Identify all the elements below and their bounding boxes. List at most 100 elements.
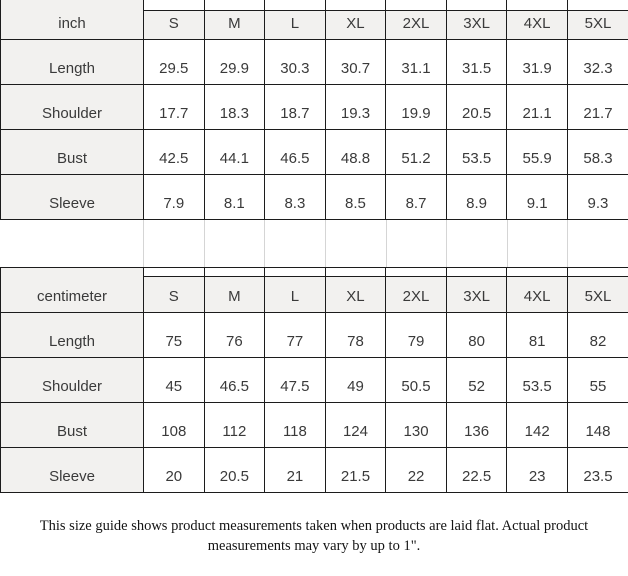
value-cell: 30.7 bbox=[324, 38, 387, 85]
value-cell: 32.3 bbox=[566, 38, 628, 85]
value-cell: 118 bbox=[264, 401, 326, 448]
column-gridline bbox=[446, 219, 447, 267]
table-row: Length 29.5 29.9 30.3 30.7 31.1 31.5 31.… bbox=[0, 38, 628, 85]
value-cell: 19.3 bbox=[324, 83, 387, 130]
row-label-cell: Length bbox=[0, 38, 144, 85]
value-cell: 148 bbox=[566, 401, 628, 448]
value-cell: 75 bbox=[143, 311, 205, 358]
table-gap bbox=[0, 219, 628, 267]
value-cell: 19.9 bbox=[385, 83, 447, 130]
header-strip-cell bbox=[506, 266, 568, 276]
value-cell: 48.8 bbox=[324, 128, 387, 175]
header-strip-cell bbox=[566, 266, 628, 276]
size-header-cell: 3XL bbox=[445, 9, 508, 40]
value-cell: 130 bbox=[385, 401, 447, 448]
value-cell: 20.5 bbox=[203, 446, 266, 493]
table-row: Shoulder 17.7 18.3 18.7 19.3 19.9 20.5 2… bbox=[0, 83, 628, 130]
value-cell: 9.3 bbox=[566, 173, 628, 220]
value-cell: 31.9 bbox=[506, 38, 568, 85]
value-cell: 45 bbox=[143, 356, 205, 403]
value-cell: 23 bbox=[506, 446, 568, 493]
value-cell: 108 bbox=[143, 401, 205, 448]
size-table-inch: inch S M L XL 2XL 3XL 4XL 5XL Length 29.… bbox=[0, 0, 628, 220]
header-strip-cell bbox=[445, 0, 508, 10]
header-strip-cell bbox=[506, 0, 568, 10]
size-header-cell: L bbox=[264, 9, 326, 40]
value-cell: 46.5 bbox=[203, 356, 266, 403]
inch-size-header-row: S M L XL 2XL 3XL 4XL 5XL bbox=[1, 9, 628, 40]
value-cell: 21 bbox=[264, 446, 326, 493]
size-header-cell: M bbox=[203, 9, 266, 40]
value-cell: 23.5 bbox=[566, 446, 628, 493]
column-gridline bbox=[507, 219, 508, 267]
table-row: Bust 42.5 44.1 46.5 48.8 51.2 53.5 55.9 … bbox=[0, 128, 628, 175]
header-strip-cell bbox=[385, 0, 447, 10]
header-strip-cell bbox=[264, 266, 326, 276]
value-cell: 44.1 bbox=[203, 128, 266, 175]
column-gridline bbox=[325, 219, 326, 267]
value-cell: 22.5 bbox=[445, 446, 508, 493]
value-cell: 18.7 bbox=[264, 83, 326, 130]
table-row: Length 75 76 77 78 79 80 81 82 bbox=[0, 311, 628, 358]
value-cell: 31.5 bbox=[445, 38, 508, 85]
header-strip-cell bbox=[324, 266, 387, 276]
size-header-cell: S bbox=[143, 275, 205, 313]
value-cell: 21.5 bbox=[324, 446, 387, 493]
size-header-cell: XL bbox=[324, 275, 387, 313]
value-cell: 17.7 bbox=[143, 83, 205, 130]
column-gridline bbox=[143, 219, 144, 267]
value-cell: 42.5 bbox=[143, 128, 205, 175]
value-cell: 50.5 bbox=[385, 356, 447, 403]
row-label-cell: Sleeve bbox=[0, 446, 144, 493]
table-row: Bust 108 112 118 124 130 136 142 148 bbox=[0, 401, 628, 448]
value-cell: 8.7 bbox=[385, 173, 447, 220]
size-header-cell: S bbox=[143, 9, 205, 40]
header-strip-cell bbox=[566, 0, 628, 10]
header-strip-cell bbox=[143, 0, 205, 10]
value-cell: 78 bbox=[324, 311, 387, 358]
value-cell: 49 bbox=[324, 356, 387, 403]
row-label-cell: Sleeve bbox=[0, 173, 144, 220]
size-header-cell: 4XL bbox=[506, 275, 568, 313]
size-header-cell: 5XL bbox=[566, 9, 628, 40]
inch-header-strip-row: inch bbox=[0, 0, 628, 40]
table-row: Shoulder 45 46.5 47.5 49 50.5 52 53.5 55 bbox=[0, 356, 628, 403]
value-cell: 21.1 bbox=[506, 83, 568, 130]
value-cell: 8.9 bbox=[445, 173, 508, 220]
header-strip-cell bbox=[445, 266, 508, 276]
size-header-cell: 5XL bbox=[566, 275, 628, 313]
value-cell: 53.5 bbox=[506, 356, 568, 403]
row-label-cell: Bust bbox=[0, 128, 144, 175]
unit-header-cell: centimeter bbox=[0, 266, 144, 313]
column-gridline bbox=[386, 219, 387, 267]
row-label-cell: Shoulder bbox=[0, 83, 144, 130]
column-gridline bbox=[264, 219, 265, 267]
value-cell: 29.9 bbox=[203, 38, 266, 85]
value-cell: 21.7 bbox=[566, 83, 628, 130]
column-gridline bbox=[204, 219, 205, 267]
value-cell: 124 bbox=[324, 401, 387, 448]
footer-note: This size guide shows product measuremen… bbox=[39, 517, 589, 554]
header-strip-cell bbox=[264, 0, 326, 10]
value-cell: 18.3 bbox=[203, 83, 266, 130]
value-cell: 53.5 bbox=[445, 128, 508, 175]
value-cell: 9.1 bbox=[506, 173, 568, 220]
value-cell: 81 bbox=[506, 311, 568, 358]
value-cell: 47.5 bbox=[264, 356, 326, 403]
header-strip-cell bbox=[203, 0, 266, 10]
cm-size-header-row: S M L XL 2XL 3XL 4XL 5XL bbox=[1, 275, 628, 313]
value-cell: 29.5 bbox=[143, 38, 205, 85]
column-gridline bbox=[567, 219, 568, 267]
value-cell: 8.5 bbox=[324, 173, 387, 220]
size-header-cell: 4XL bbox=[506, 9, 568, 40]
row-label-cell: Bust bbox=[0, 401, 144, 448]
value-cell: 31.1 bbox=[385, 38, 447, 85]
header-strip-cell bbox=[143, 266, 205, 276]
value-cell: 136 bbox=[445, 401, 508, 448]
size-header-cell: 2XL bbox=[385, 9, 447, 40]
value-cell: 30.3 bbox=[264, 38, 326, 85]
value-cell: 142 bbox=[506, 401, 568, 448]
value-cell: 55.9 bbox=[506, 128, 568, 175]
value-cell: 46.5 bbox=[264, 128, 326, 175]
